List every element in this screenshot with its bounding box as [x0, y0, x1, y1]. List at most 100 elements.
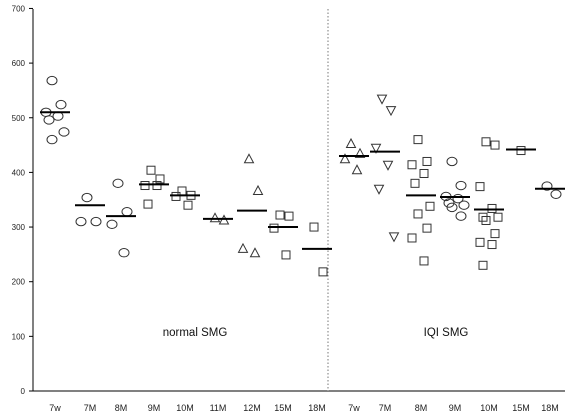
data-point: [478, 212, 488, 222]
data-point: [481, 215, 491, 225]
data-point: [143, 199, 153, 209]
x-tick-label: 15M: [512, 403, 530, 413]
data-point: [81, 192, 93, 203]
data-point: [373, 184, 385, 195]
group-label: IQI SMG: [424, 327, 469, 339]
data-point: [354, 147, 366, 158]
data-point: [385, 106, 397, 117]
x-tick-label: 7M: [84, 403, 97, 413]
y-tick-label: 200: [12, 278, 26, 287]
y-tick-label: 500: [12, 114, 26, 123]
data-point: [345, 137, 357, 148]
data-point: [475, 182, 485, 192]
x-tick-label: 10M: [176, 403, 194, 413]
group-label: normal SMG: [163, 327, 228, 339]
data-point: [490, 140, 500, 150]
data-point: [140, 181, 150, 191]
x-tick-label: 10M: [480, 403, 498, 413]
data-point: [269, 223, 279, 233]
y-ticks: 0 100 200 300 400 500 600 700: [12, 4, 33, 396]
x-tick-label: 9M: [148, 403, 161, 413]
y-tick-label: 0: [21, 387, 26, 396]
data-point: [478, 260, 488, 270]
data-point: [43, 115, 55, 125]
x-tick-label: 7M: [379, 403, 392, 413]
data-point: [413, 209, 423, 219]
data-point: [90, 216, 102, 227]
y-tick-label: 300: [12, 223, 26, 232]
y-tick-label: 600: [12, 59, 26, 68]
data-point: [146, 165, 156, 175]
data-point: [118, 248, 130, 258]
data-point: [106, 219, 118, 230]
data-point: [152, 181, 162, 191]
data-point: [209, 212, 221, 223]
data-point: [155, 174, 165, 184]
data-point: [487, 203, 497, 213]
data-point: [376, 94, 388, 105]
y-tick-label: 100: [12, 332, 26, 341]
data-points: [40, 75, 562, 277]
data-point: [382, 160, 394, 171]
data-point: [481, 137, 491, 147]
data-point: [55, 99, 67, 110]
data-point: [452, 193, 464, 204]
data-point: [487, 240, 497, 250]
data-point: [281, 250, 291, 260]
data-point: [446, 202, 458, 213]
data-point: [237, 242, 249, 253]
y-tick-label: 700: [12, 4, 26, 13]
data-point: [252, 184, 264, 195]
data-point: [410, 178, 420, 188]
data-point: [183, 200, 193, 210]
data-point: [458, 200, 470, 210]
data-point: [455, 211, 467, 221]
data-point: [541, 181, 553, 191]
x-tick-label: 18M: [308, 403, 326, 413]
data-point: [446, 156, 458, 167]
data-point: [455, 180, 467, 191]
data-point: [388, 232, 400, 243]
x-tick-label: 11M: [210, 403, 227, 413]
x-tick-label: 12M: [243, 403, 261, 413]
data-point: [112, 178, 124, 189]
data-point: [419, 168, 429, 178]
data-point: [275, 210, 285, 220]
data-point: [422, 223, 432, 233]
data-point: [425, 201, 435, 211]
x-tick-label: 15M: [274, 403, 292, 413]
data-point: [46, 75, 58, 86]
data-point: [58, 127, 70, 137]
data-point: [249, 247, 261, 258]
data-point: [550, 189, 562, 199]
data-point: [407, 233, 417, 243]
data-point: [422, 156, 432, 166]
data-point: [121, 207, 133, 217]
data-point: [413, 135, 423, 145]
data-point: [475, 237, 485, 247]
x-tick-label: 8M: [115, 403, 128, 413]
data-point: [177, 186, 187, 196]
data-point: [490, 229, 500, 239]
x-tick-label: 7w: [49, 403, 61, 413]
data-point: [46, 134, 58, 145]
x-tick-label: 18M: [541, 403, 559, 413]
data-point: [75, 216, 87, 227]
data-point: [370, 143, 382, 154]
mean-lines: [40, 111, 565, 250]
y-tick-label: 400: [12, 168, 26, 177]
data-point: [419, 256, 429, 266]
group-labels: normal SMG IQI SMG: [163, 327, 469, 339]
x-tick-label: 8M: [415, 403, 428, 413]
data-point: [407, 160, 417, 170]
data-point: [309, 222, 319, 232]
data-point: [351, 164, 363, 175]
data-point: [493, 212, 503, 222]
data-point: [516, 146, 526, 156]
data-point: [171, 191, 181, 201]
category-labels: 7w 7M 8M 9M 10M 11M 12M 15M 18M 7w 7M 8M 9M 10M 15M 18M: [49, 403, 559, 413]
data-point: [318, 267, 328, 277]
x-tick-label: 9M: [449, 403, 462, 413]
data-point: [339, 153, 351, 164]
